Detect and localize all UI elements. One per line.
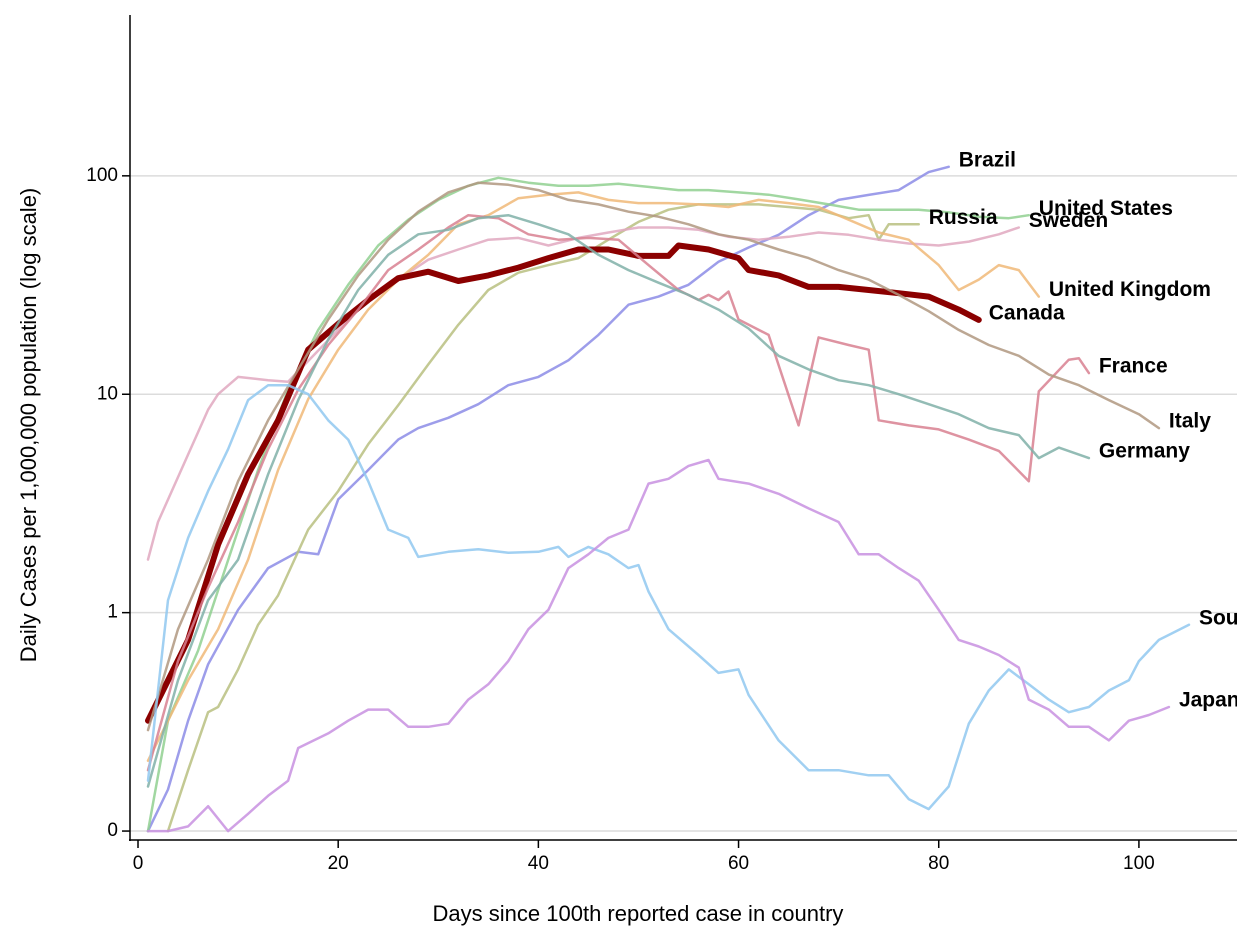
series-line: [146, 165, 950, 833]
y-tick-label: 1: [107, 602, 118, 623]
y-tick-label: 0: [107, 820, 118, 841]
series-line: [146, 458, 1171, 833]
series-line: [146, 213, 1091, 788]
series-label: United Kingdom: [1049, 278, 1211, 301]
x-tick-label: 60: [728, 853, 749, 874]
series-line: [166, 203, 920, 833]
series-label: United States: [1039, 197, 1173, 220]
series-label: Germany: [1099, 440, 1190, 463]
series-line: [146, 176, 1031, 833]
x-tick-label: 100: [1123, 853, 1155, 874]
series-label: South Korea: [1199, 606, 1237, 629]
series-line: [146, 213, 1091, 772]
series-label: Japan: [1179, 689, 1237, 712]
series-label: Italy: [1169, 410, 1211, 433]
series-line: [146, 181, 1161, 732]
x-tick-label: 80: [928, 853, 949, 874]
x-tick-label: 0: [133, 853, 144, 874]
series-label: Sweden: [1029, 209, 1108, 232]
series-line: [146, 191, 1041, 762]
series-label: France: [1099, 355, 1168, 378]
series-line: [146, 226, 1021, 561]
series-label: Canada: [989, 301, 1065, 324]
x-axis-label: Days since 100th reported case in countr…: [433, 901, 844, 926]
y-tick-label: 100: [86, 165, 118, 186]
series-label: Russia: [929, 206, 998, 229]
series-label: Brazil: [959, 148, 1016, 171]
x-tick-label: 20: [328, 853, 349, 874]
y-tick-label: 10: [97, 383, 118, 404]
y-axis-label: Daily Cases per 1,000,000 population (lo…: [16, 188, 41, 663]
lines: [145, 165, 1191, 833]
x-tick-label: 40: [528, 853, 549, 874]
grid: [130, 175, 1237, 832]
